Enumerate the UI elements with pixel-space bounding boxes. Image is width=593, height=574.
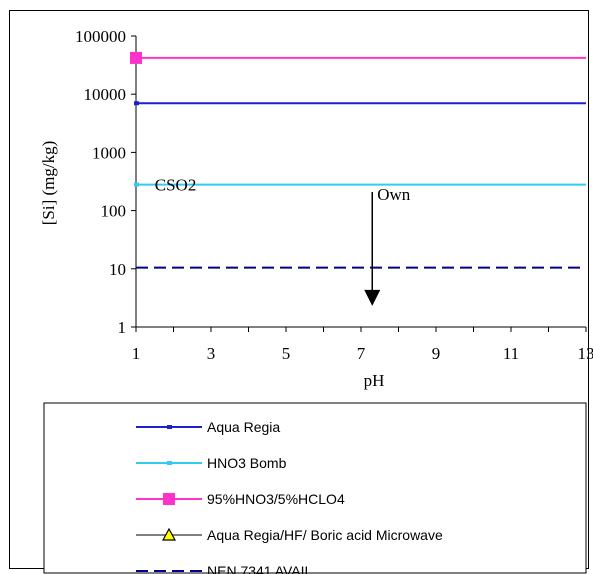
annotation-label: Own — [377, 185, 411, 204]
y-tick-label: 10000 — [84, 85, 127, 104]
legend-entry-label: 95%HNO3/5%HCLO4 — [207, 491, 345, 507]
legend-marker — [163, 493, 175, 505]
x-tick-label: 5 — [282, 344, 291, 363]
y-tick-label: 1 — [118, 318, 127, 337]
annotation-label: CSO2 — [155, 176, 197, 195]
y-tick-label: 10 — [109, 260, 126, 279]
x-tick-label: 1 — [132, 344, 141, 363]
legend: Aqua Regia HNO3 Bomb 95%HNO3/5%HCLO4 Aqua R… — [43, 402, 587, 574]
legend-entry-label: Aqua Regia/HF/ Boric acid Microwave — [207, 527, 443, 543]
legend-box — [43, 402, 587, 574]
y-tick-label: 100 — [101, 202, 127, 221]
legend-entry-label: Aqua Regia — [207, 419, 280, 435]
data-point — [130, 51, 142, 64]
x-tick-label: 9 — [432, 344, 441, 363]
legend-marker — [167, 425, 172, 429]
legend-marker — [167, 461, 172, 465]
legend-entry-label: NEN 7341 AVAIL — [207, 563, 313, 574]
data-point — [134, 182, 139, 187]
x-tick-label: 7 — [357, 344, 366, 363]
x-tick-label: 11 — [503, 344, 519, 363]
legend-marker — [161, 527, 177, 541]
data-point — [134, 101, 139, 106]
x-tick-label: 13 — [578, 344, 593, 363]
legend-entry-label: HNO3 Bomb — [207, 455, 287, 471]
y-tick-label: 100000 — [75, 27, 126, 46]
x-axis-label: pH — [364, 371, 385, 390]
x-tick-label: 3 — [207, 344, 216, 363]
y-tick-label: 1000 — [92, 143, 126, 162]
y-axis-label: [Si] (mg/kg) — [39, 141, 58, 226]
annotation-arrow-head — [364, 289, 381, 306]
